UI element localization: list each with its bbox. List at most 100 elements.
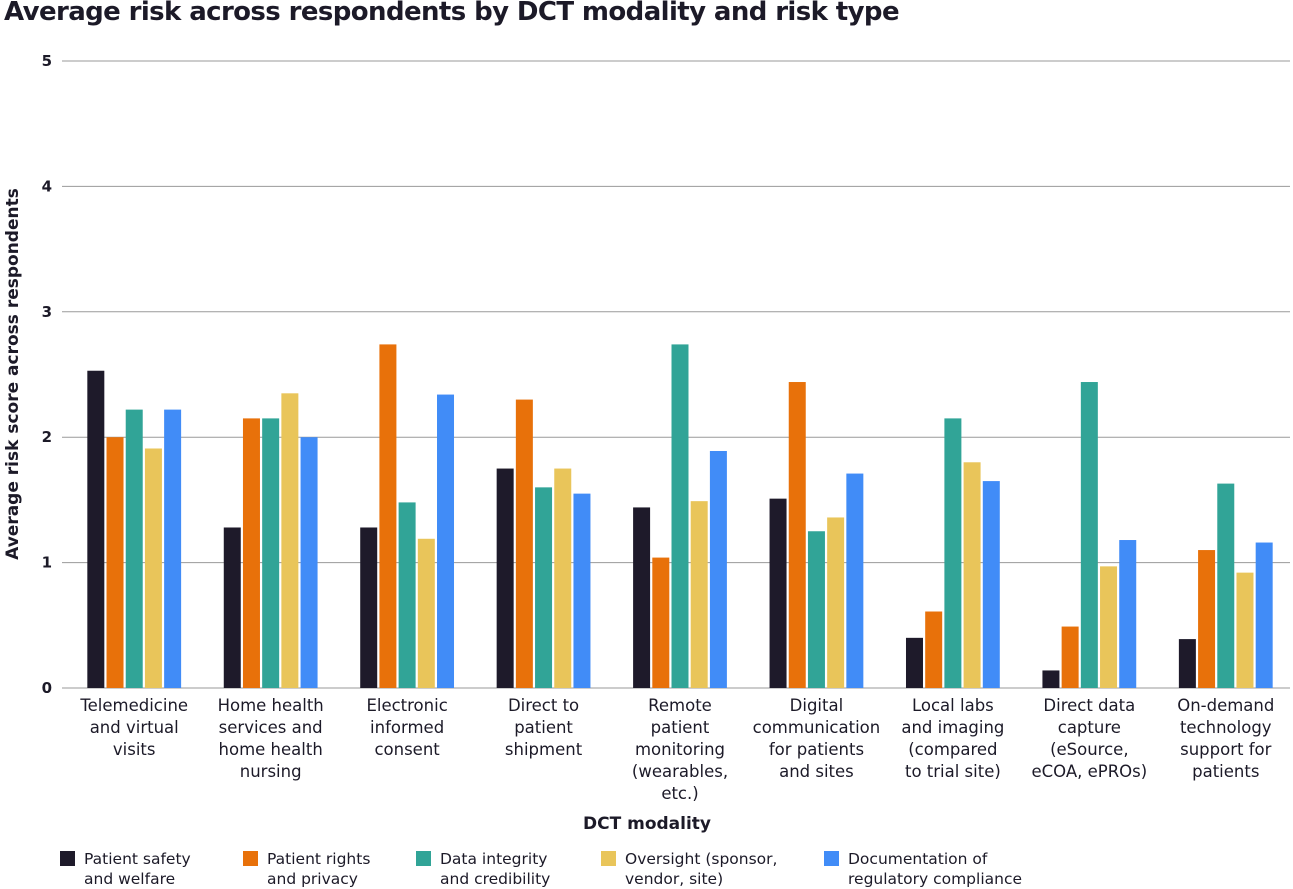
x-tick-label: Direct to patient shipment (505, 696, 583, 759)
bar (827, 517, 845, 688)
bar (1061, 626, 1079, 688)
legend-swatch (416, 851, 431, 866)
x-tick-label: Local labs and imaging (compared to trial s… (901, 696, 1004, 781)
legend-label: Patient rights and privacy (267, 850, 371, 888)
y-tick-label: 3 (42, 303, 52, 321)
legend-label: Documentation of regulatory compliance (848, 850, 1023, 888)
bar (242, 418, 260, 688)
x-tick-label-line: (eSource, (1050, 740, 1129, 759)
bar (633, 507, 651, 688)
bar (925, 611, 943, 688)
bar (1236, 572, 1254, 688)
x-tick-label-line: nursing (240, 762, 302, 781)
legend-label: Patient safety and welfare (84, 850, 191, 888)
bar (379, 344, 397, 688)
bar (846, 473, 864, 688)
x-tick-label-line: eCOA, ePROs) (1031, 762, 1147, 781)
x-axis-label: DCT modality (583, 814, 711, 834)
bar-group (633, 344, 727, 688)
bar (515, 399, 533, 688)
x-tick-label-line: visits (113, 740, 156, 759)
bar (905, 637, 923, 688)
legend-item: Documentation of regulatory compliance (824, 849, 1022, 889)
x-tick-label-line: technology (1180, 718, 1272, 737)
y-tick-label: 0 (42, 679, 52, 697)
legend-swatch (601, 851, 616, 866)
x-axis-categories: Telemedicine and virtual visits Home health… (79, 696, 1274, 803)
x-tick-label-line: and sites (779, 762, 854, 781)
x-tick-label-line: home health (219, 740, 323, 759)
legend: Patient safety and welfare Patient rights… (60, 849, 1290, 889)
chart-title: Average risk across respondents by DCT m… (4, 0, 900, 27)
bar-group (905, 418, 1000, 688)
x-tick-label-line: Remote (648, 696, 712, 715)
x-tick-label: Home health services and home health nursin… (218, 696, 324, 781)
bar (262, 418, 280, 688)
bar (437, 394, 455, 688)
bar (496, 468, 514, 688)
y-tick-label: 2 (42, 428, 52, 446)
x-tick-label-line: patient (514, 718, 573, 737)
bar-group (87, 370, 182, 688)
legend-label: Data integrity and credibility (440, 850, 551, 888)
bar (1080, 382, 1098, 688)
legend-label: Oversight (sponsor, vendor, site) (625, 850, 778, 888)
bar (1198, 550, 1216, 688)
x-tick-label-line: and imaging (901, 718, 1004, 737)
x-tick-label-line: Direct data (1043, 696, 1135, 715)
legend-item: Patient safety and welfare (60, 849, 191, 889)
x-tick-label-line: etc.) (661, 784, 698, 803)
x-tick-label: On-demand technology support for patients (1177, 696, 1274, 781)
bar-group (1042, 382, 1137, 688)
bar (125, 409, 143, 688)
bar-group (360, 344, 455, 688)
bar (281, 393, 299, 688)
bar (223, 527, 241, 688)
bar-group (1178, 483, 1273, 688)
bar (1042, 670, 1060, 688)
bar-group (223, 393, 318, 688)
x-tick-label-line: to trial site) (905, 762, 1001, 781)
bar (106, 437, 124, 688)
legend-item: Patient rights and privacy (243, 849, 370, 889)
bar (164, 409, 182, 688)
bar (671, 344, 689, 688)
bar (788, 382, 806, 688)
bar-group (769, 382, 864, 688)
x-tick-label-line: for patients (769, 740, 864, 759)
bar (1178, 639, 1196, 688)
x-tick-label-line: Electronic (366, 696, 447, 715)
y-tick-label: 1 (42, 554, 52, 572)
x-tick-label-line: monitoring (635, 740, 725, 759)
x-tick-label-line: services and (219, 718, 323, 737)
bar (87, 370, 105, 688)
bar (944, 418, 962, 688)
bar (807, 531, 825, 688)
y-tick-label: 4 (42, 177, 52, 195)
bar (554, 468, 572, 688)
bar (144, 448, 162, 688)
legend-item: Oversight (sponsor, vendor, site) (601, 849, 777, 889)
bar (709, 450, 727, 688)
bar (417, 538, 435, 688)
legend-swatch (60, 851, 75, 866)
x-tick-label-line: (wearables, (632, 762, 728, 781)
x-tick-label-line: capture (1058, 718, 1121, 737)
x-tick-label-line: communication (753, 718, 881, 737)
x-tick-label-line: and virtual (90, 718, 179, 737)
y-tick-label: 5 (42, 52, 52, 70)
bar (573, 493, 591, 688)
x-tick-label-line: informed (370, 718, 444, 737)
bar-group (496, 399, 591, 688)
bar (963, 462, 981, 688)
bar (360, 527, 378, 688)
x-tick-label: Direct data capture (eSource, eCOA, ePROs) (1031, 696, 1147, 781)
x-tick-label: Electronic informed consent (366, 696, 447, 759)
bar (652, 557, 670, 688)
x-tick-label-line: patient (651, 718, 710, 737)
x-tick-label-line: Digital (790, 696, 844, 715)
x-tick-label-line: Direct to (508, 696, 579, 715)
x-tick-label-line: On-demand (1177, 696, 1274, 715)
x-tick-label-line: (compared (908, 740, 997, 759)
x-tick-label-line: consent (374, 740, 440, 759)
